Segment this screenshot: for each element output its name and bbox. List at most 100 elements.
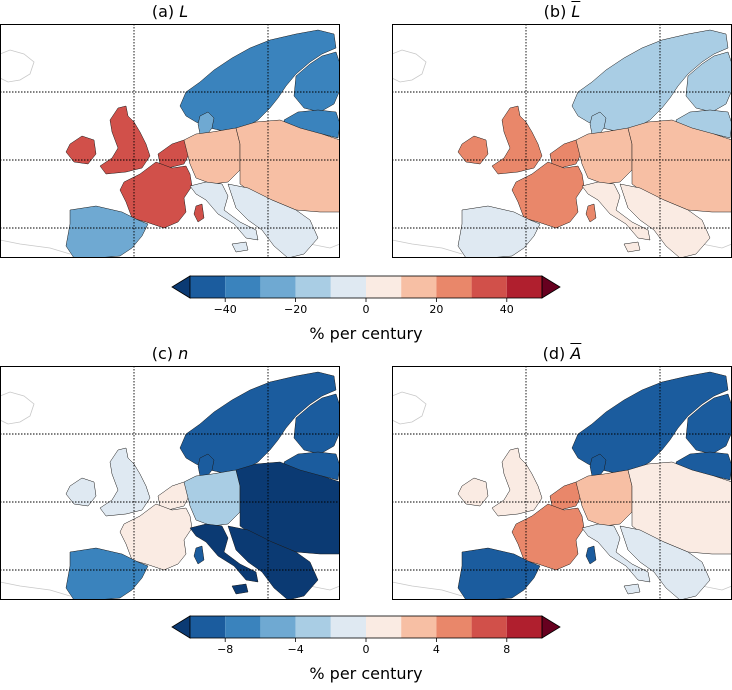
- colorbar-segment: [436, 276, 472, 298]
- colorbar-tick-label: −20: [284, 303, 307, 316]
- region-east: [627, 119, 732, 213]
- region-uk: [65, 105, 151, 175]
- colorbar-over-arrow: [541, 615, 561, 639]
- colorbar-tick-label: −40: [214, 303, 237, 316]
- panel-title-d-symbol: A: [570, 344, 582, 363]
- region-italy: [189, 523, 259, 595]
- region-central: [183, 469, 241, 527]
- region-uk: [457, 447, 543, 517]
- map-svg-a: [0, 24, 340, 258]
- colorbar-segment: [190, 616, 226, 638]
- region-central: [575, 127, 633, 185]
- panel-title-d: (d) A: [392, 344, 732, 364]
- colorbar-segment: [225, 276, 261, 298]
- region-iberia: [65, 205, 149, 258]
- colorbar-segment: [330, 616, 366, 638]
- region-uk: [65, 447, 151, 517]
- colorbar-over-arrow: [541, 275, 561, 299]
- region-corsica: [193, 203, 205, 223]
- panel-title-d-prefix: (d): [542, 344, 566, 363]
- colorbar-segment: [366, 276, 402, 298]
- colorbar-segment: [471, 276, 507, 298]
- region-east: [235, 461, 340, 555]
- region-italy: [189, 181, 259, 253]
- colorbar-segment: [436, 616, 472, 638]
- region-italy: [581, 181, 651, 253]
- colorbar-segment: [260, 616, 296, 638]
- map-panel-d: [392, 366, 732, 600]
- region-balkans: [227, 525, 319, 600]
- region-italy: [581, 523, 651, 595]
- colorbar-segment: [295, 276, 331, 298]
- colorbar-tick-label: −8: [217, 643, 233, 656]
- panel-title-b-prefix: (b): [543, 2, 567, 21]
- colorbar-tick-label: −4: [287, 643, 303, 656]
- region-iberia: [65, 547, 149, 600]
- colorbar-tick-label: 4: [433, 643, 440, 656]
- region-corsica: [585, 203, 597, 223]
- colorbar-under-arrow: [171, 615, 191, 639]
- colorbar-tick-label: 40: [500, 303, 514, 316]
- region-finland: [293, 51, 340, 113]
- region-east: [235, 119, 340, 213]
- region-balkans: [227, 183, 319, 258]
- region-finland: [685, 51, 732, 113]
- map-svg-b: [392, 24, 732, 258]
- colorbar-tick-label: 0: [363, 303, 370, 316]
- region-denmark: [589, 453, 607, 479]
- colorbar-segment: [225, 616, 261, 638]
- colorbar-segment: [260, 276, 296, 298]
- region-france: [119, 161, 193, 229]
- map-panel-a: [0, 24, 340, 258]
- colorbar-segment: [190, 276, 226, 298]
- region-finland: [685, 393, 732, 455]
- colorbar-segment: [506, 616, 542, 638]
- region-iberia: [457, 547, 541, 600]
- colorbar-tick-label: 0: [363, 643, 370, 656]
- region-corsica: [193, 545, 205, 565]
- region-denmark: [197, 453, 215, 479]
- panel-title-a-symbol: L: [179, 2, 189, 21]
- region-central: [575, 469, 633, 527]
- region-balkans: [619, 525, 711, 600]
- colorbar-segment: [401, 616, 437, 638]
- panel-title-b: (b) L: [392, 2, 732, 22]
- colorbar-segment: [401, 276, 437, 298]
- colorbar-segment: [330, 276, 366, 298]
- map-svg-c: [0, 366, 340, 600]
- panel-title-c-prefix: (c): [151, 344, 174, 363]
- colorbar-bottom-label: % per century: [309, 664, 423, 683]
- region-denmark: [589, 111, 607, 137]
- region-east: [627, 461, 732, 555]
- panel-title-c-symbol: n: [178, 344, 189, 363]
- panel-title-a: (a) L: [0, 2, 340, 22]
- map-panel-c: [0, 366, 340, 600]
- region-france: [511, 161, 585, 229]
- region-denmark: [197, 111, 215, 137]
- region-central: [183, 127, 241, 185]
- colorbar-segment: [366, 616, 402, 638]
- region-balkans: [619, 183, 711, 258]
- colorbar-top: −40 −20 0 20 40: [170, 275, 562, 316]
- colorbar-segment: [506, 276, 542, 298]
- colorbar-under-arrow: [171, 275, 191, 299]
- region-iberia: [457, 205, 541, 258]
- colorbar-tick-label: 8: [503, 643, 510, 656]
- region-france: [511, 503, 585, 571]
- colorbar-top-label: % per century: [309, 324, 423, 343]
- region-finland: [293, 393, 340, 455]
- colorbar-tick-label: 20: [429, 303, 443, 316]
- panel-title-a-prefix: (a): [151, 2, 175, 21]
- colorbar-segment: [471, 616, 507, 638]
- colorbar-segment: [295, 616, 331, 638]
- panel-title-b-symbol: L: [571, 2, 581, 21]
- colorbar-bottom: −8 −4 0 4 8: [170, 615, 562, 656]
- region-uk: [457, 105, 543, 175]
- map-frame: [0, 366, 340, 600]
- map-frame: [0, 24, 340, 258]
- map-svg-d: [392, 366, 732, 600]
- panel-title-c: (c) n: [0, 344, 340, 364]
- region-france: [119, 503, 193, 571]
- region-corsica: [585, 545, 597, 565]
- map-panel-b: [392, 24, 732, 258]
